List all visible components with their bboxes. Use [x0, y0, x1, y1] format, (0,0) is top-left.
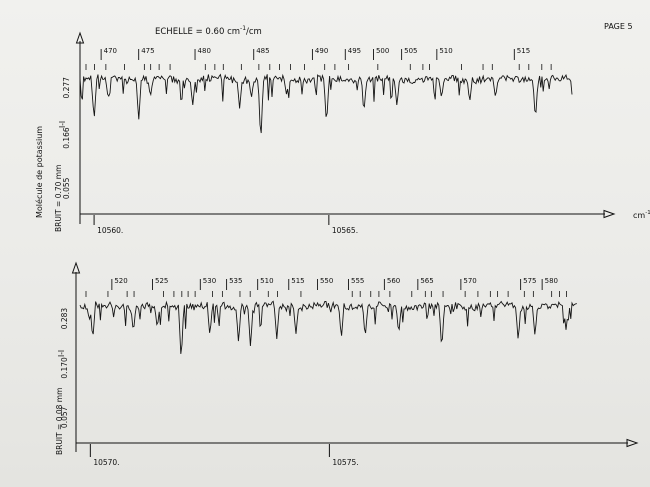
line-marker-label: 515 [517, 47, 530, 55]
panel-2-line-markers: 520 525 530 535 510 515 550 555 560 565 570 575 580 [85, 277, 567, 297]
line-marker-label: 580 [545, 277, 558, 285]
scale-label: ECHELLE = 0.60 cm-1/cm [155, 25, 262, 37]
line-marker-label: 570 [463, 277, 476, 285]
panel-2-y-label: I-I [57, 350, 66, 357]
panel-1-y-arrow [75, 31, 85, 44]
panel-2-x-tick-label: 10570. [93, 458, 119, 467]
line-marker-label: 575 [523, 277, 536, 285]
line-marker-label: 535 [229, 277, 242, 285]
line-marker-label: 500 [376, 47, 389, 55]
panel-1-y-ticks: 0.277 0.166 0.055 [62, 77, 71, 199]
panel-2-x-ticks: 10570. 10575. [89, 444, 359, 467]
panel-1-y-tick-label: 0.055 [62, 177, 71, 199]
panel-1-line-markers: 470 475 480 485 490 495 500 505 510 515 [85, 47, 552, 70]
molecule-label: Molécule de potassium [34, 126, 44, 218]
line-marker-label: 485 [256, 47, 269, 55]
line-marker-label: 505 [404, 47, 417, 55]
line-marker-label: 480 [198, 47, 211, 55]
line-marker-label: 530 [203, 277, 216, 285]
panel-2-spectrum-trace [79, 300, 577, 354]
panel-2-y-tick-label: 0.170 [60, 357, 69, 379]
panel-2-y-arrow [71, 261, 81, 274]
line-marker-label: 470 [104, 47, 117, 55]
panel-1-x-ticks: 10560. 10565. [93, 215, 358, 235]
line-marker-label: 525 [155, 277, 168, 285]
panel-2-x-tick-label: 10575. [332, 458, 358, 467]
panel-1-x-arrow [603, 209, 616, 219]
panel-1-y-tick-label: 0.166 [62, 127, 71, 149]
panel-1-y-label: I-I [58, 121, 67, 128]
line-marker-label: 515 [291, 277, 304, 285]
panel-1-bruit-label: BRUIT = 0.70 mm [54, 165, 63, 232]
panel-2-y-tick-label: 0.057 [60, 406, 69, 428]
panel-2-axes [75, 272, 628, 452]
line-marker-label: 555 [351, 277, 364, 285]
line-marker-label: 495 [348, 47, 361, 55]
line-marker-label: 510 [439, 47, 452, 55]
panel-1-spectrum-trace [79, 73, 573, 134]
panel-1-x-unit: cm-1 [633, 210, 650, 220]
page-number: PAGE 5 [604, 22, 633, 31]
panel-2-y-tick-label: 0.283 [60, 308, 69, 330]
line-marker-label: 550 [320, 277, 333, 285]
panel-1-axes [79, 41, 605, 224]
panel-2-bruit-label: BRUIT = 0.08 mm [55, 388, 64, 455]
panel-2-x-arrow [626, 438, 639, 448]
panel-2-y-ticks: 0.283 0.170 0.057 [60, 308, 69, 428]
line-marker-label: 510 [260, 277, 273, 285]
line-marker-label: 560 [387, 277, 400, 285]
panel-1-y-tick-label: 0.277 [62, 77, 71, 99]
panel-1-x-tick-label: 10565. [332, 226, 358, 235]
line-marker-label: 475 [141, 47, 154, 55]
line-marker-label: 520 [114, 277, 127, 285]
line-marker-label: 565 [420, 277, 433, 285]
panel-1-x-tick-label: 10560. [97, 226, 123, 235]
line-marker-label: 490 [315, 47, 328, 55]
